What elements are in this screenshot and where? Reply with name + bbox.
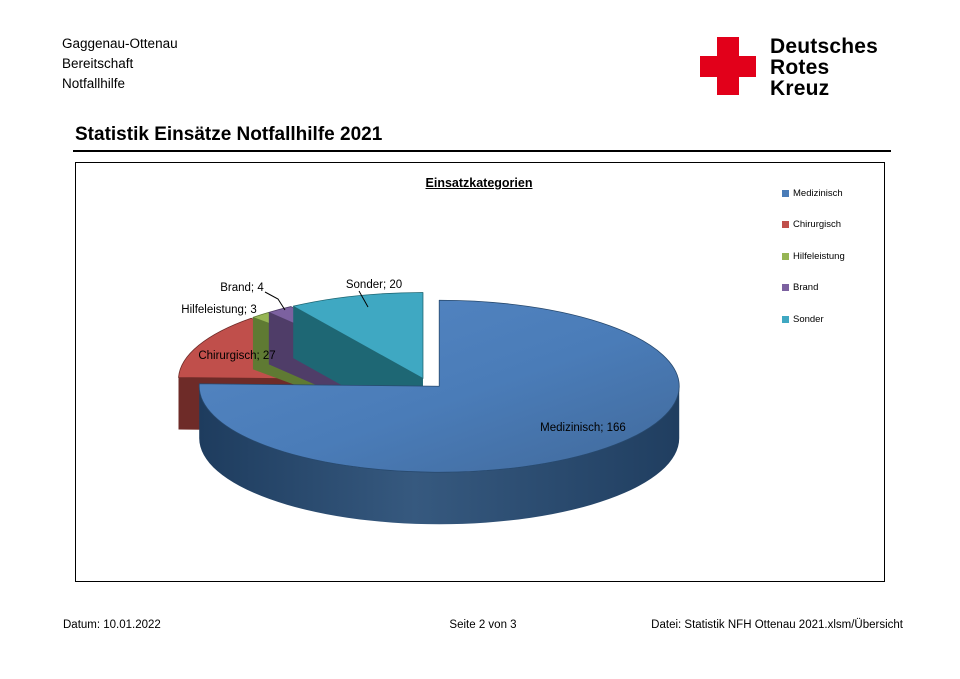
data-label-sonder: Sonder; 20: [346, 279, 402, 291]
chart-frame: Medizinisch; 166 Chirurgisch; 27 Hilfeleis…: [75, 162, 885, 582]
data-label-medizinisch: Medizinisch; 166: [540, 422, 626, 434]
logo-word-2: Rotes: [770, 56, 830, 79]
legend-swatch-brand: [782, 284, 789, 292]
footer-page-number: Seite 2 von 3: [449, 619, 517, 631]
pie-slice-medizinisch: [198, 299, 680, 473]
page-title: Statistik Einsätze Notfallhilfe 2021: [75, 124, 383, 145]
legend-item-hilfeleistung: Hilfeleistung: [782, 252, 845, 261]
legend-label: Chirurgisch: [793, 219, 842, 231]
legend-item-chirurgisch: Chirurgisch: [782, 219, 845, 231]
chart-title: Einsatzkategorien: [425, 176, 533, 190]
title-underline: [73, 150, 891, 152]
label-leader-line-1: [264, 291, 286, 311]
org-line-2: Bereitschaft: [62, 56, 134, 71]
legend-swatch-medizinisch: [782, 190, 789, 197]
chart-legend: Medizinisch Chirurgisch Hilfeleistung Brand…: [782, 189, 845, 346]
logo-wordmark: Deutsches Rotes Kreuz: [770, 36, 878, 99]
logo-word-3: Kreuz: [770, 77, 830, 100]
legend-item-brand: Brand: [782, 283, 845, 292]
red-cross-icon: [700, 37, 756, 95]
label-leader-line-0: [358, 290, 369, 308]
legend-label: Sonder: [793, 313, 824, 325]
legend-swatch-hilfeleistung: [782, 252, 789, 260]
legend-swatch-sonder: [782, 315, 789, 323]
pie-slice-sonder: [292, 292, 424, 379]
legend-item-medizinisch: Medizinisch: [782, 189, 845, 198]
logo-word-1: Deutsches: [770, 35, 879, 58]
cross-horizontal-bar: [700, 56, 756, 77]
org-line-3: Notfallhilfe: [62, 76, 126, 91]
drk-logo: Deutsches Rotes Kreuz: [700, 36, 920, 99]
org-line-1: Gaggenau-Ottenau: [62, 36, 178, 51]
legend-label: Hilfeleistung: [793, 250, 845, 262]
legend-item-sonder: Sonder: [782, 313, 845, 325]
legend-label: Brand: [793, 282, 819, 294]
data-label-chirurgisch: Chirurgisch; 27: [198, 350, 275, 362]
footer-date: Datum: 10.01.2022: [63, 619, 161, 631]
org-block: Gaggenau-Ottenau Bereitschaft Notfallhil…: [62, 34, 178, 94]
legend-swatch-chirurgisch: [782, 221, 789, 229]
data-label-hilfeleistung: Hilfeleistung; 3: [181, 304, 256, 316]
legend-label: Medizinisch: [793, 188, 843, 199]
pie-rim-medizinisch: [199, 386, 680, 525]
pie-chart: Medizinisch; 166 Chirurgisch; 27 Hilfeleis…: [178, 279, 680, 525]
footer-file: Datei: Statistik NFH Ottenau 2021.xlsm/Ü…: [651, 619, 903, 631]
data-label-brand: Brand; 4: [220, 282, 264, 294]
page-footer: Datum: 10.01.2022 Seite 2 von 3 Datei: S…: [63, 619, 903, 631]
